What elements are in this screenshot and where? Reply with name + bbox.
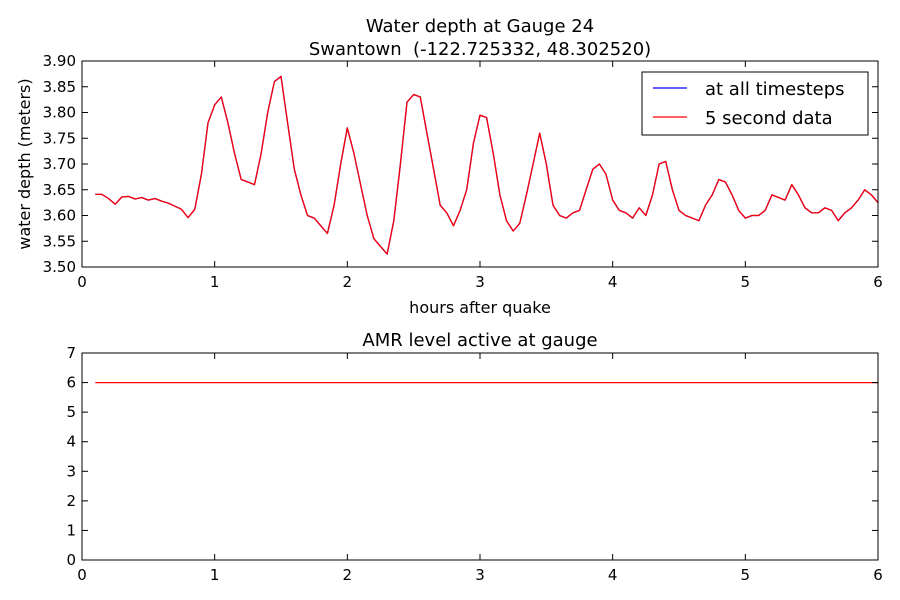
plot-frame <box>81 352 879 561</box>
y-tick-label: 3.70 <box>43 155 76 173</box>
y-axis-label: water depth (meters) <box>15 78 34 249</box>
x-tick-label: 0 <box>77 273 87 291</box>
legend: at all timesteps 5 second data <box>641 71 869 136</box>
x-tick-label: 3 <box>475 566 485 584</box>
legend-label-5-second: 5 second data <box>705 108 833 129</box>
x-tick-label: 6 <box>873 566 883 584</box>
y-ticks: 3.50 3.55 3.60 3.65 3.70 3.75 3.80 3.85 3.90 <box>43 52 878 276</box>
y-tick-label: 2 <box>66 492 76 510</box>
y-tick-label: 3.85 <box>43 78 76 96</box>
legend-box <box>641 71 869 136</box>
x-tick-label: 6 <box>873 273 883 291</box>
x-ticks: 0 1 2 3 4 5 6 <box>77 353 883 584</box>
plot-area <box>95 75 879 255</box>
chart-subtitle: Swantown (-122.725332, 48.302520) <box>309 39 651 60</box>
x-tick-label: 4 <box>608 566 618 584</box>
x-tick-label: 2 <box>343 273 353 291</box>
y-tick-label: 3.55 <box>43 232 76 250</box>
x-axis-label: hours after quake <box>409 298 551 317</box>
x-tick-label: 1 <box>210 566 220 584</box>
y-tick-label: 6 <box>66 374 76 392</box>
y-tick-label: 1 <box>66 521 76 539</box>
y-tick-label: 3.90 <box>43 52 76 70</box>
y-tick-label: 3.65 <box>43 181 76 199</box>
chart-title: Water depth at Gauge 24 <box>366 16 594 37</box>
x-tick-label: 5 <box>741 273 751 291</box>
series-line-1 <box>95 75 879 255</box>
x-tick-label: 1 <box>210 273 220 291</box>
y-tick-label: 3.60 <box>43 207 76 225</box>
y-tick-label: 3.75 <box>43 129 76 147</box>
y-ticks: 0 1 2 3 4 5 6 7 <box>66 344 878 569</box>
y-tick-label: 3 <box>66 462 76 480</box>
x-ticks: 0 1 2 3 4 5 6 <box>77 61 883 291</box>
x-tick-label: 0 <box>77 566 87 584</box>
x-tick-label: 2 <box>343 566 353 584</box>
y-tick-label: 3.80 <box>43 104 76 122</box>
y-tick-label: 7 <box>66 344 76 362</box>
x-tick-label: 4 <box>608 273 618 291</box>
water-depth-chart: Water depth at Gauge 24 Swantown (-122.7… <box>15 16 883 317</box>
x-tick-label: 3 <box>475 273 485 291</box>
x-tick-label: 5 <box>741 566 751 584</box>
y-tick-label: 3.50 <box>43 258 76 276</box>
y-tick-label: 5 <box>66 403 76 421</box>
chart-title: AMR level active at gauge <box>362 330 597 351</box>
legend-label-all-timesteps: at all timesteps <box>705 79 845 100</box>
amr-level-chart: AMR level active at gauge 0 1 2 3 4 5 6 0 1 2 3 4 5… <box>66 330 882 584</box>
y-tick-label: 0 <box>66 551 76 569</box>
y-tick-label: 4 <box>66 433 76 451</box>
